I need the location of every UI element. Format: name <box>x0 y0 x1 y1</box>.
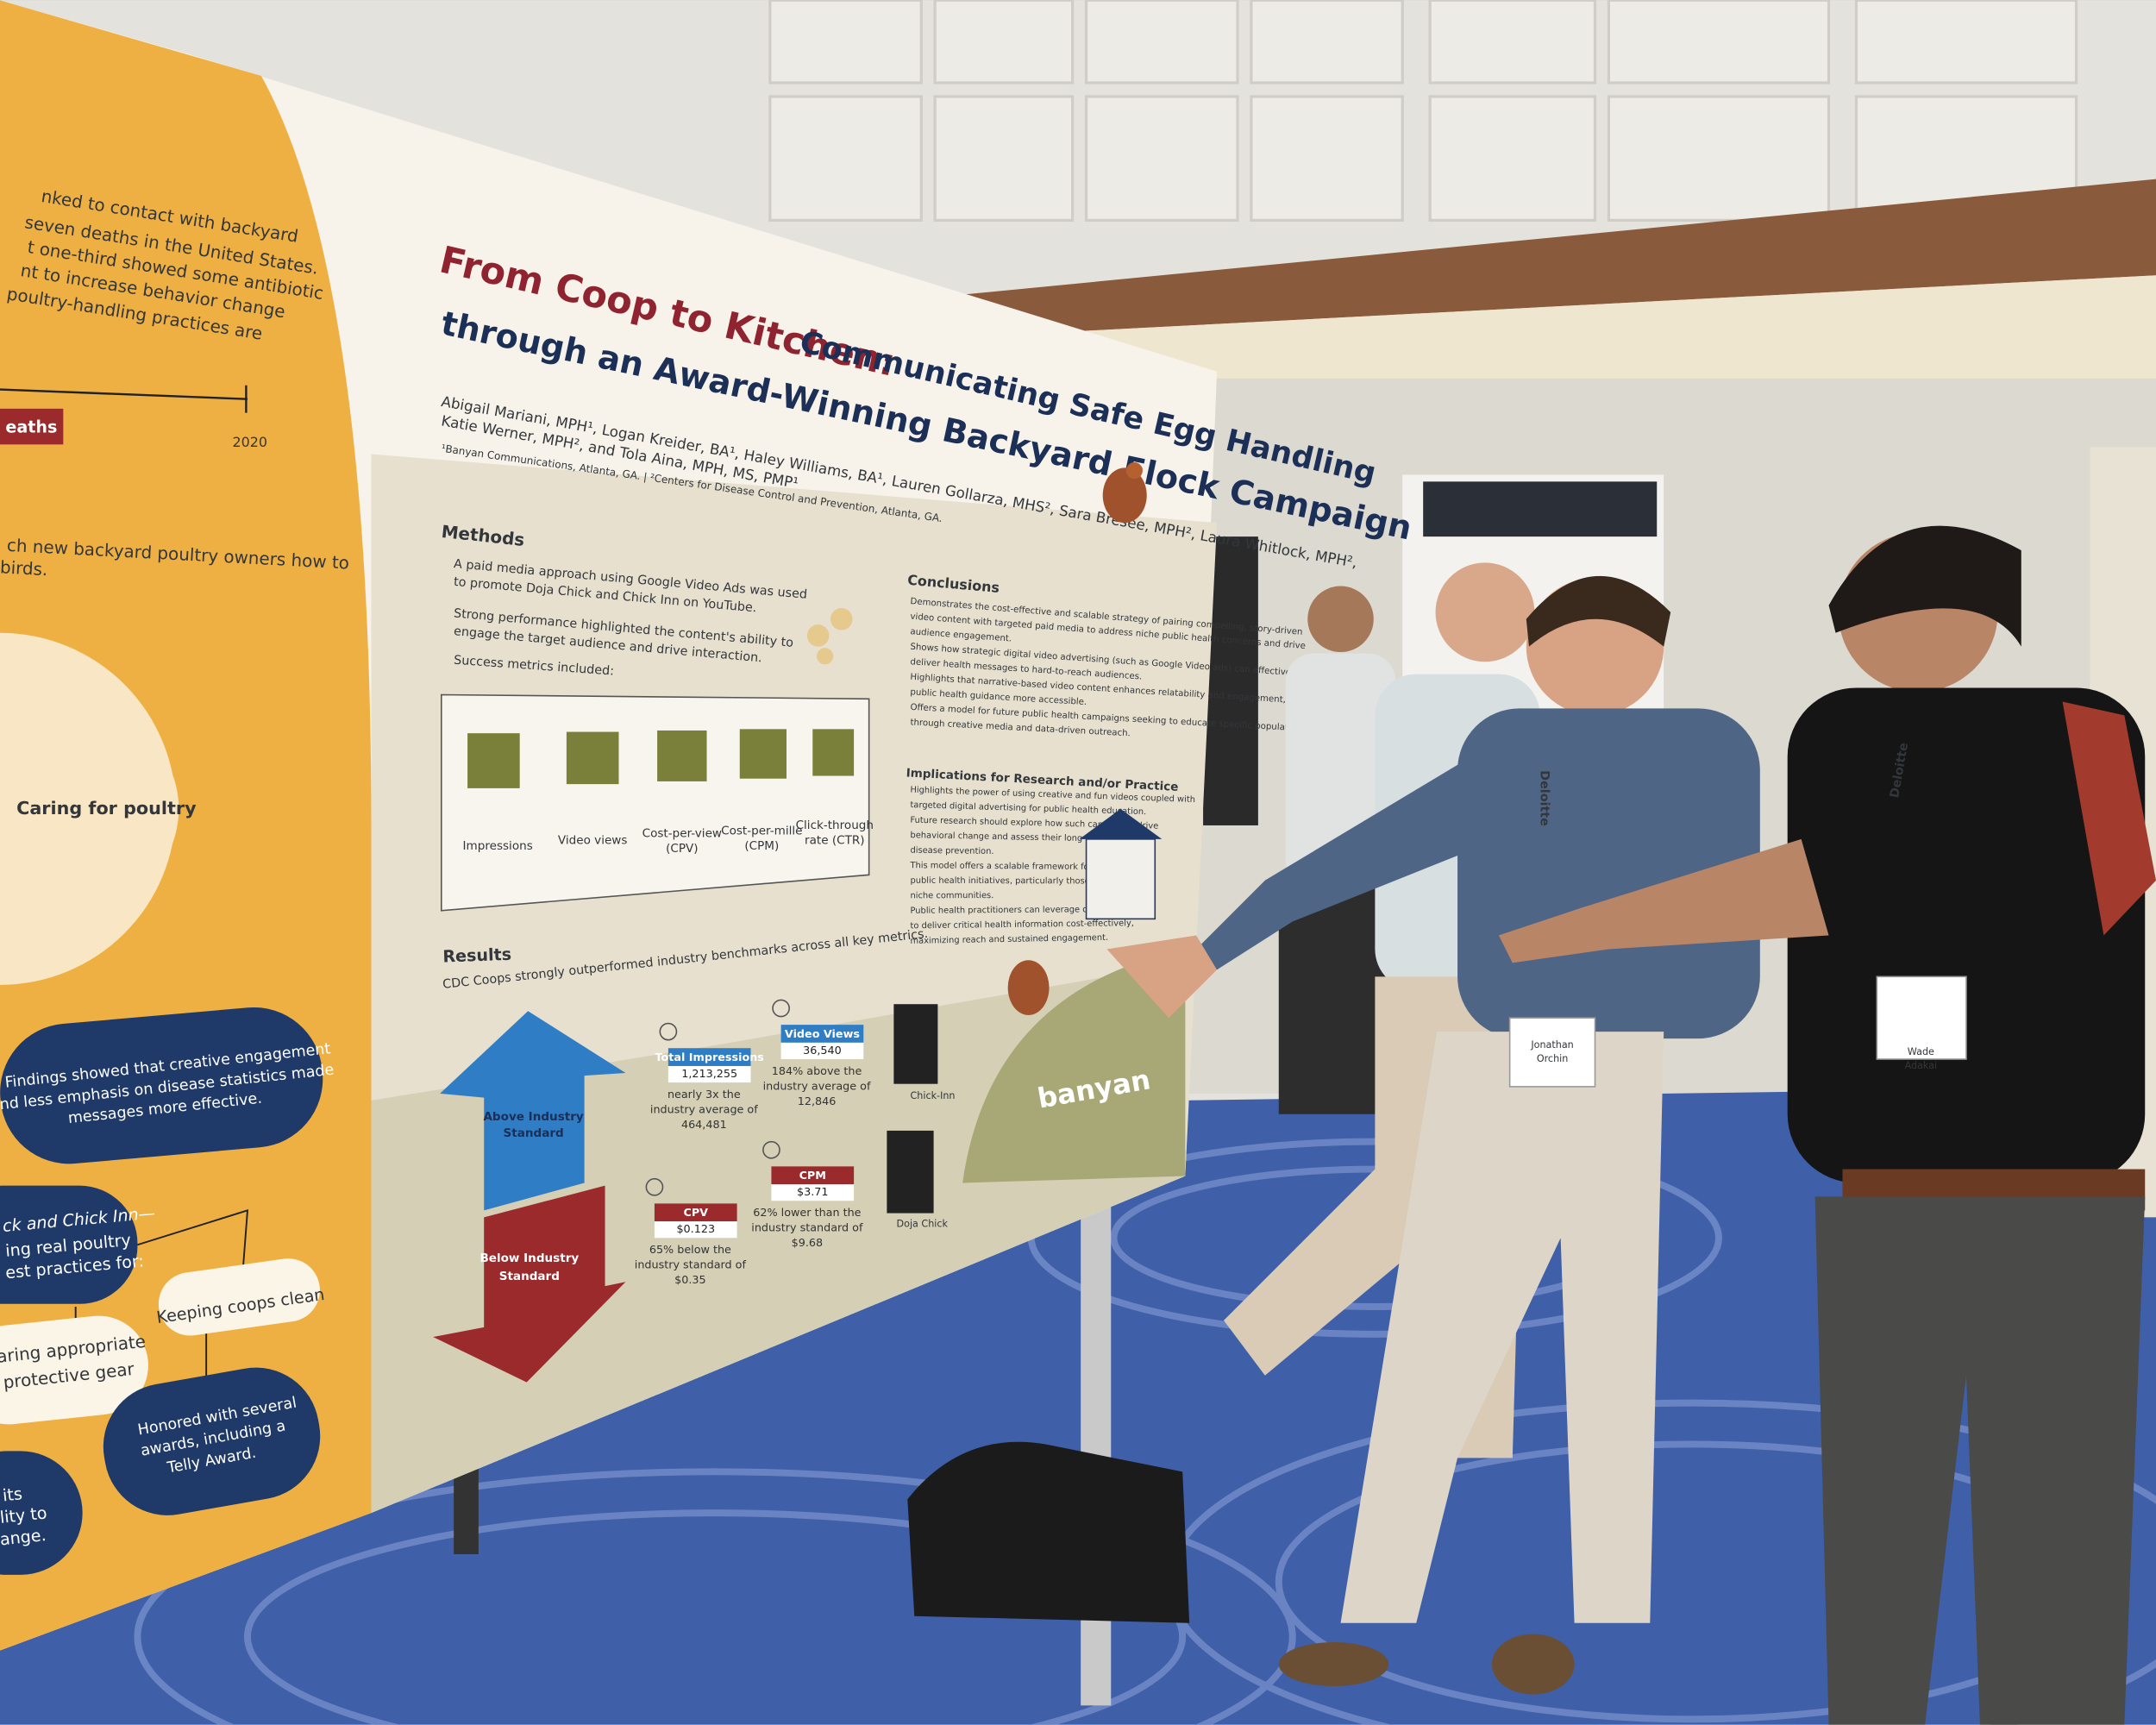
metric-label: (CPV) <box>666 842 698 856</box>
implication-line: Public health practitioners can leverage… <box>910 905 1138 916</box>
check <box>772 999 790 1018</box>
stat-note: industry average of <box>763 1080 871 1093</box>
stat-note: 464,481 <box>681 1119 727 1132</box>
above-label: Standard <box>503 1126 563 1140</box>
qr-label: Chick-Inn <box>910 1090 955 1101</box>
findings-pill <box>0 1007 323 1164</box>
coop-roof <box>1079 808 1163 839</box>
stat-note: industry standard of <box>635 1259 747 1272</box>
year-label: 2020 <box>232 434 267 450</box>
qr-label: Doja Chick <box>897 1218 949 1229</box>
results-heading: Results <box>442 944 512 967</box>
implication-line: maximizing reach and sustained engagemen… <box>910 933 1108 946</box>
wall-panels <box>768 0 2078 223</box>
stat-label: CPV <box>683 1207 708 1220</box>
implication-line: public health initiatives, particularly … <box>910 876 1131 887</box>
stat-note: 65% below the <box>649 1244 731 1257</box>
bag <box>907 1441 1190 1623</box>
metric-labels: Impressions Video views Cost-per-view (C… <box>463 819 874 856</box>
stat-value: $0.123 <box>676 1223 715 1236</box>
coops-pill <box>158 1258 320 1336</box>
stat-label: CPM <box>799 1170 826 1182</box>
stand-pole <box>1081 1182 1112 1706</box>
metric-label: Click-through <box>796 819 874 832</box>
stat-value-box <box>654 1221 737 1239</box>
implication-line: disease prevention. <box>910 846 993 856</box>
metric-label: rate (CTR) <box>805 833 865 847</box>
badge-name: Adakai <box>1905 1060 1938 1071</box>
cut-pill <box>0 1451 83 1575</box>
stat-value-box <box>780 1042 864 1059</box>
metric-label: Cost-per-mille <box>721 824 802 837</box>
check <box>762 1140 780 1159</box>
stat-note: 184% above the <box>772 1065 862 1078</box>
poster-hill <box>962 949 1186 1183</box>
stat-label: Total Impressions <box>655 1051 764 1064</box>
implication-line: This model offers a scalable framework f… <box>909 861 1119 872</box>
deaths-label: eaths <box>5 417 57 437</box>
badge-name: Wade <box>1908 1046 1934 1057</box>
stat-header <box>654 1203 737 1222</box>
chicks <box>806 608 853 665</box>
check <box>645 1177 664 1196</box>
stat-value: 1,213,255 <box>681 1068 737 1081</box>
metric-label: Impressions <box>463 839 533 853</box>
awards-pill <box>103 1367 321 1515</box>
stat-note: 62% lower than the <box>753 1207 861 1220</box>
left-text: birds. <box>0 557 48 580</box>
stat-header <box>667 1048 751 1066</box>
below-arrow <box>433 1185 626 1383</box>
timeline <box>0 388 248 400</box>
coop <box>1085 838 1156 920</box>
stat-header <box>771 1166 855 1185</box>
wood-band <box>949 179 2156 337</box>
cut-text: ange. <box>0 1525 47 1550</box>
lanyard: Deloitte <box>1537 770 1551 826</box>
stat-value: $3.71 <box>797 1186 829 1199</box>
stat-value-box <box>771 1184 855 1201</box>
below-label: Standard <box>499 1270 560 1283</box>
above-label: Above Industry <box>483 1110 583 1124</box>
cut-text: lity to <box>0 1502 48 1527</box>
stat-note: 12,846 <box>798 1095 837 1108</box>
above-arrow <box>440 1011 626 1211</box>
badge-name: Orchin <box>1537 1053 1569 1064</box>
metric-icons <box>467 729 855 788</box>
implication-line: to deliver critical health information c… <box>910 919 1134 931</box>
stat-label: Video Views <box>785 1028 860 1041</box>
deaths-tag <box>0 408 64 445</box>
left-circle-large <box>0 632 177 985</box>
stat-value-box <box>667 1065 751 1083</box>
poster-header <box>1423 481 1658 537</box>
circle-label: Caring for poultry <box>16 798 197 819</box>
check <box>659 1022 678 1041</box>
stat-value: 36,540 <box>803 1044 842 1057</box>
stat-note: $9.68 <box>792 1237 824 1250</box>
stat-header <box>780 1025 864 1043</box>
stat-note: nearly 3x the <box>667 1088 741 1101</box>
videos-pill <box>0 1185 138 1304</box>
cut: its lity to ange. <box>0 1484 48 1549</box>
implication-line: niche communities. <box>910 891 993 900</box>
stats: Total Impressions 1,213,255 nearly 3x the i… <box>635 999 871 1287</box>
qr-codes <box>887 1004 938 1214</box>
stat-note: industry average of <box>650 1103 758 1116</box>
hen <box>1007 960 1050 1015</box>
stat-note: industry standard of <box>751 1222 863 1235</box>
metric-label: Video views <box>558 833 628 847</box>
hen <box>1102 467 1147 524</box>
gear-pill <box>0 1315 148 1425</box>
metrics-box <box>441 693 870 912</box>
badge-name: Jonathan <box>1530 1039 1573 1051</box>
metric-label: (CPM) <box>744 839 779 853</box>
below-label: Below Industry <box>479 1251 579 1265</box>
cut-text: its <box>2 1484 23 1505</box>
person-black-shirt <box>1498 525 2156 1725</box>
metric-label: Cost-per-view <box>642 827 722 841</box>
hen-head <box>1125 462 1143 480</box>
stat-note: $0.35 <box>674 1274 706 1287</box>
